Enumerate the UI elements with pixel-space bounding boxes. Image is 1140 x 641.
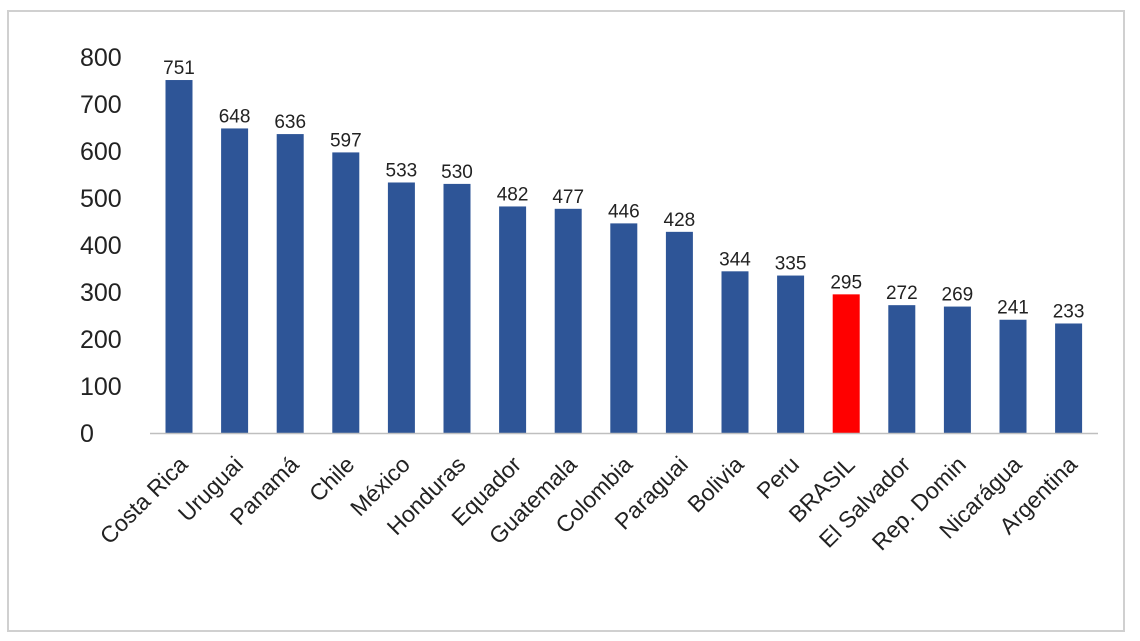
- y-tick-label: 500: [80, 185, 122, 213]
- data-label: 648: [219, 106, 251, 127]
- y-tick-label: 200: [80, 326, 122, 354]
- y-tick-label: 0: [80, 420, 94, 448]
- y-axis-ticks: 0 100 200 300 400 500 600 700 800: [80, 44, 122, 448]
- bars: [165, 80, 1083, 433]
- data-label: 533: [386, 160, 418, 181]
- bar: [665, 231, 693, 433]
- data-label: 446: [608, 201, 640, 222]
- bar: [832, 294, 860, 433]
- bar: [332, 152, 360, 433]
- data-label: 272: [886, 283, 918, 304]
- bar: [777, 275, 805, 433]
- bar: [610, 223, 638, 433]
- data-label: 751: [163, 58, 195, 79]
- bar: [221, 128, 249, 433]
- data-label: 344: [719, 249, 751, 270]
- bar: [499, 206, 527, 433]
- data-label: 233: [1053, 301, 1085, 322]
- data-label: 482: [497, 184, 529, 205]
- bar: [943, 306, 971, 433]
- x-tick-label: Costa Rica: [95, 451, 193, 549]
- bar: [888, 305, 916, 433]
- data-label: 477: [552, 187, 584, 208]
- bar: [443, 183, 471, 433]
- data-label: 428: [664, 210, 696, 231]
- y-tick-label: 300: [80, 279, 122, 307]
- data-label: 241: [997, 298, 1029, 319]
- data-label: 335: [775, 254, 807, 275]
- data-label: 530: [441, 162, 473, 183]
- data-label: 295: [830, 272, 862, 293]
- bar: [721, 271, 749, 433]
- data-labels: 751 648 636 597 533 530 482 477 446 428 344 335 295 2…: [163, 58, 1084, 322]
- y-tick-label: 700: [80, 91, 122, 119]
- bar: [276, 134, 304, 433]
- data-label: 269: [942, 285, 974, 306]
- y-tick-label: 400: [80, 232, 122, 260]
- data-label: 636: [274, 112, 306, 133]
- bar: [387, 182, 415, 433]
- bar: [1055, 323, 1083, 433]
- bar: [554, 208, 582, 433]
- data-label: 597: [330, 130, 362, 151]
- x-tick-label: Bolivia: [682, 451, 748, 517]
- y-tick-label: 800: [80, 44, 122, 72]
- bar: [165, 80, 193, 433]
- y-tick-label: 600: [80, 138, 122, 166]
- bar: [999, 319, 1027, 433]
- y-tick-label: 100: [80, 373, 122, 401]
